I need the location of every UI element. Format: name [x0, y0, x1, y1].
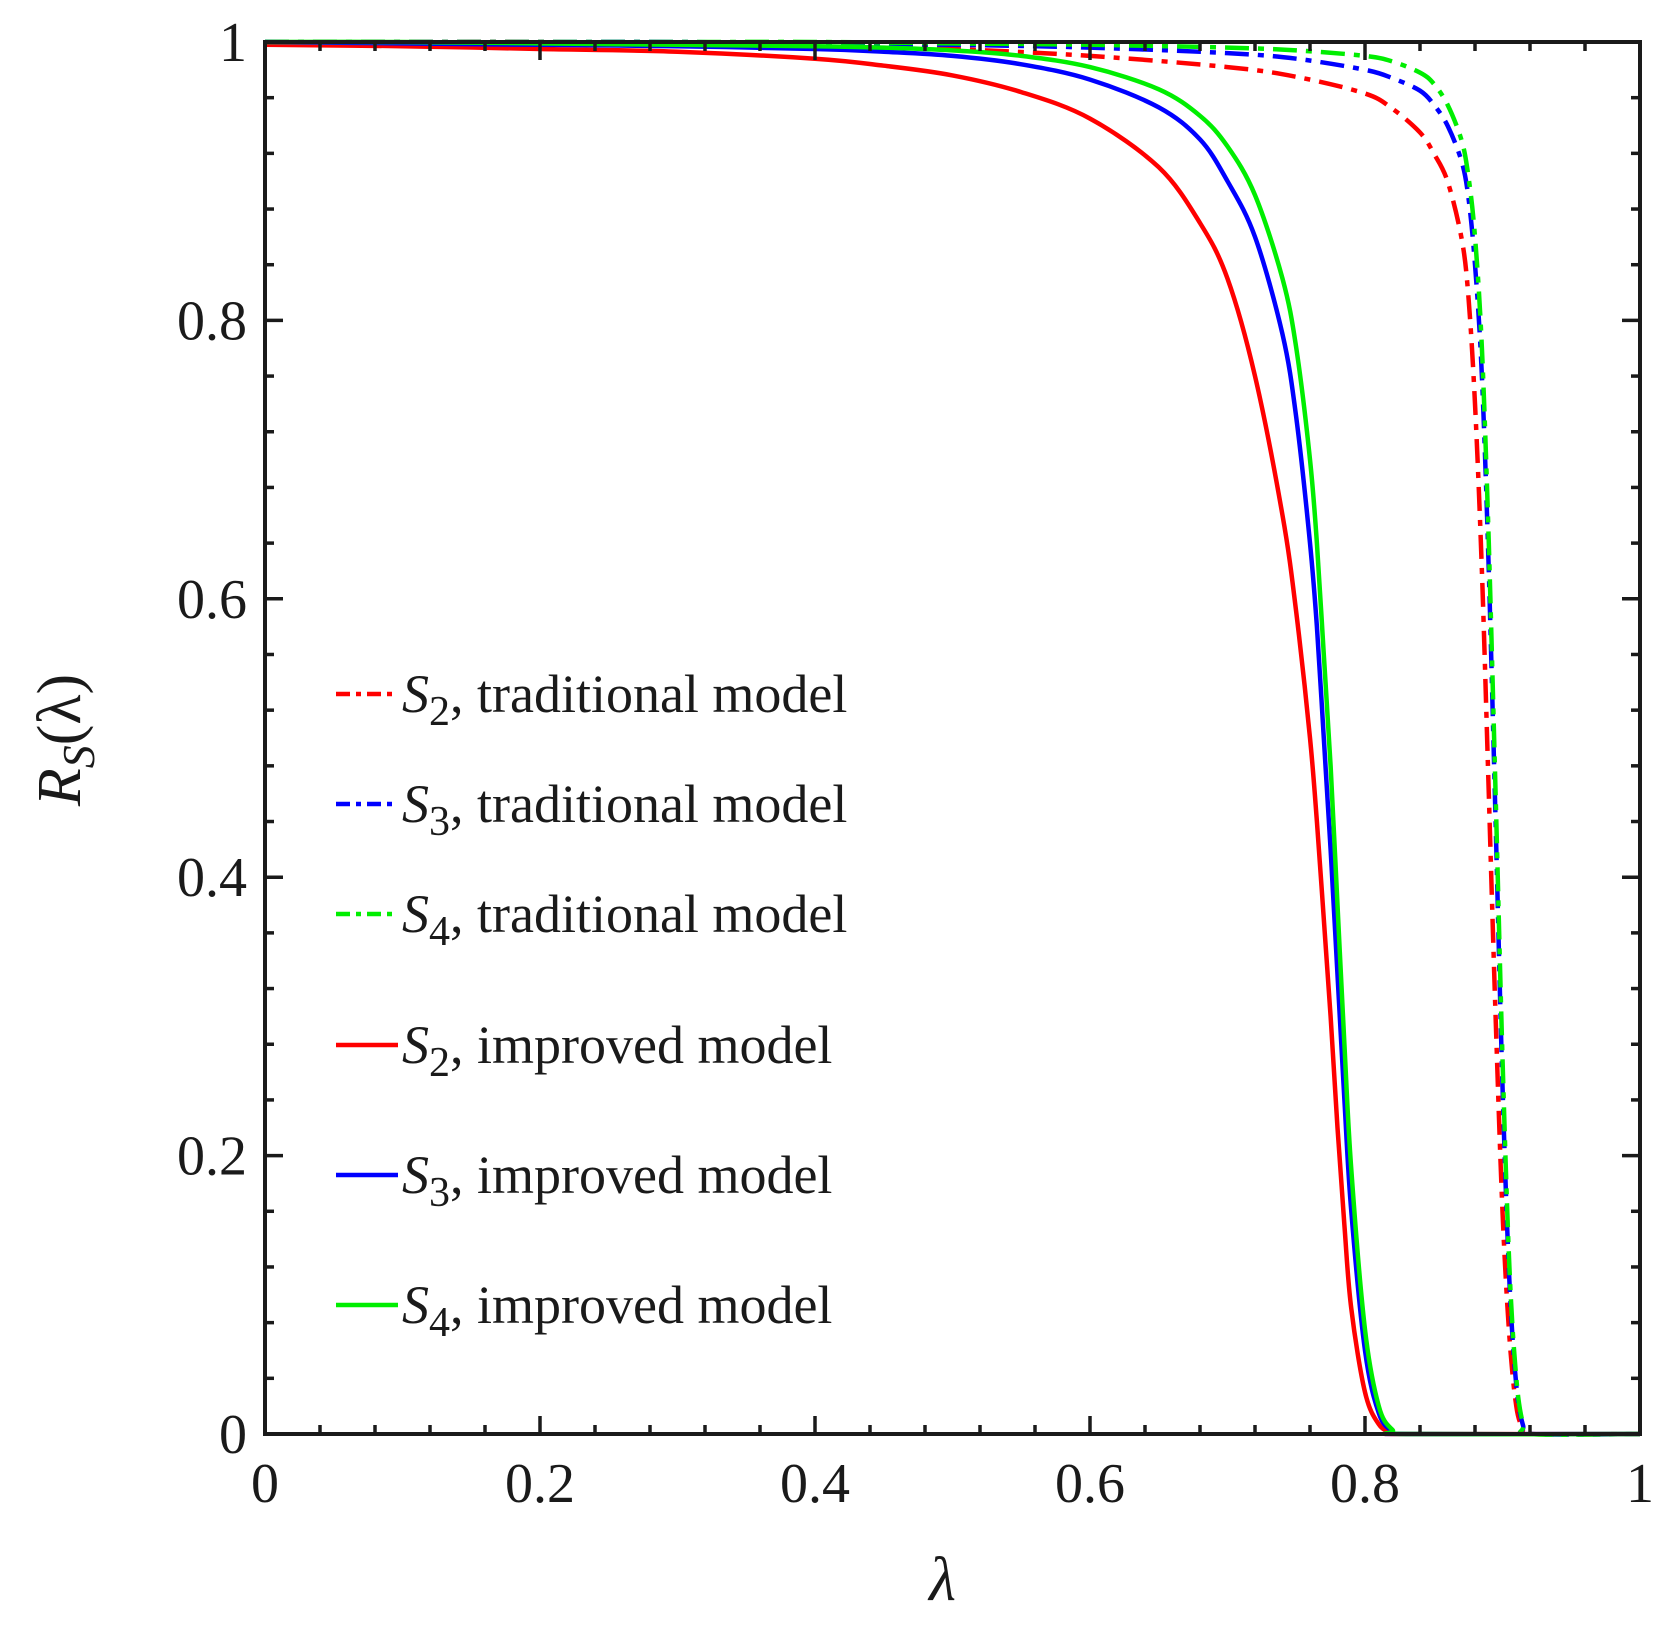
legend-symbol: S	[402, 664, 429, 724]
ticks-layer	[263, 40, 1642, 1436]
y-axis-title: RS(λ)	[26, 674, 104, 807]
x-tick-label: 0	[251, 1453, 279, 1515]
legend-symbol: S	[402, 1015, 429, 1075]
legend-item-1: S2, traditional model	[336, 664, 847, 735]
legend-symbol: S	[402, 884, 429, 944]
legend-subscript: 4	[429, 909, 450, 955]
legend-subscript: 4	[429, 1300, 450, 1346]
y-tick-label: 0	[219, 1404, 247, 1466]
legend-label: S2, traditional model	[402, 664, 847, 735]
x-axis-title: λ	[927, 1546, 956, 1614]
legend-description: , improved model	[450, 1015, 832, 1075]
legend-subscript: 2	[429, 689, 450, 735]
legend-description: , improved model	[450, 1145, 832, 1205]
series-line-1	[265, 39, 1641, 1437]
legend-subscript: 3	[429, 1170, 450, 1216]
legend-symbol: S	[402, 1145, 429, 1205]
x-tick-label: 0.2	[505, 1453, 575, 1515]
x-tick-label: 1	[1626, 1453, 1654, 1515]
series-line-5	[264, 39, 1641, 1437]
y-axis-title-main: R	[26, 768, 94, 807]
legend-symbol: S	[402, 1275, 429, 1335]
legend-subscript: 3	[429, 799, 450, 845]
legend-description: , traditional model	[450, 884, 847, 944]
legend-description: , traditional model	[450, 774, 847, 834]
legend-label: S3, traditional model	[402, 774, 847, 845]
legend-label: S4, traditional model	[402, 884, 847, 955]
y-axis-title-argument: (λ)	[26, 674, 94, 745]
y-axis-title-subscript: S	[53, 745, 104, 768]
y-tick-label: 0.8	[177, 290, 247, 352]
series-layer	[264, 39, 1641, 1437]
y-tick-label: 0.6	[177, 569, 247, 631]
legend-description: , traditional model	[450, 664, 847, 724]
legend-symbol: S	[402, 774, 429, 834]
x-tick-label: 0.6	[1055, 1453, 1125, 1515]
y-tick-label: 0.4	[177, 847, 247, 909]
legend-label: S3, improved model	[402, 1145, 832, 1216]
x-tick-label: 0.8	[1330, 1453, 1400, 1515]
y-tick-label: 1	[219, 12, 247, 74]
tick-labels-layer: 0 0.2 0.4 0.6 0.8 1 0 0.2 0.4 0.6 0.8 1	[177, 12, 1654, 1515]
series-line-2	[265, 39, 1641, 1437]
legend-label: S4, improved model	[402, 1275, 832, 1346]
plot-frame	[263, 40, 1642, 1436]
legend-item-6: S4, improved model	[336, 1275, 832, 1346]
series-line-6	[264, 39, 1641, 1437]
legend-item-4: S2, improved model	[336, 1015, 832, 1086]
legend-description: , improved model	[450, 1275, 832, 1335]
legend-item-2: S3, traditional model	[336, 774, 847, 845]
legend-item-3: S4, traditional model	[336, 884, 847, 955]
legend-label: S2, improved model	[402, 1015, 832, 1086]
x-tick-label: 0.4	[780, 1453, 850, 1515]
series-line-3	[265, 39, 1641, 1437]
legend-item-5: S3, improved model	[336, 1145, 832, 1216]
legend-subscript: 2	[429, 1040, 450, 1086]
y-tick-label: 0.2	[177, 1126, 247, 1188]
series-line-4	[264, 42, 1641, 1437]
